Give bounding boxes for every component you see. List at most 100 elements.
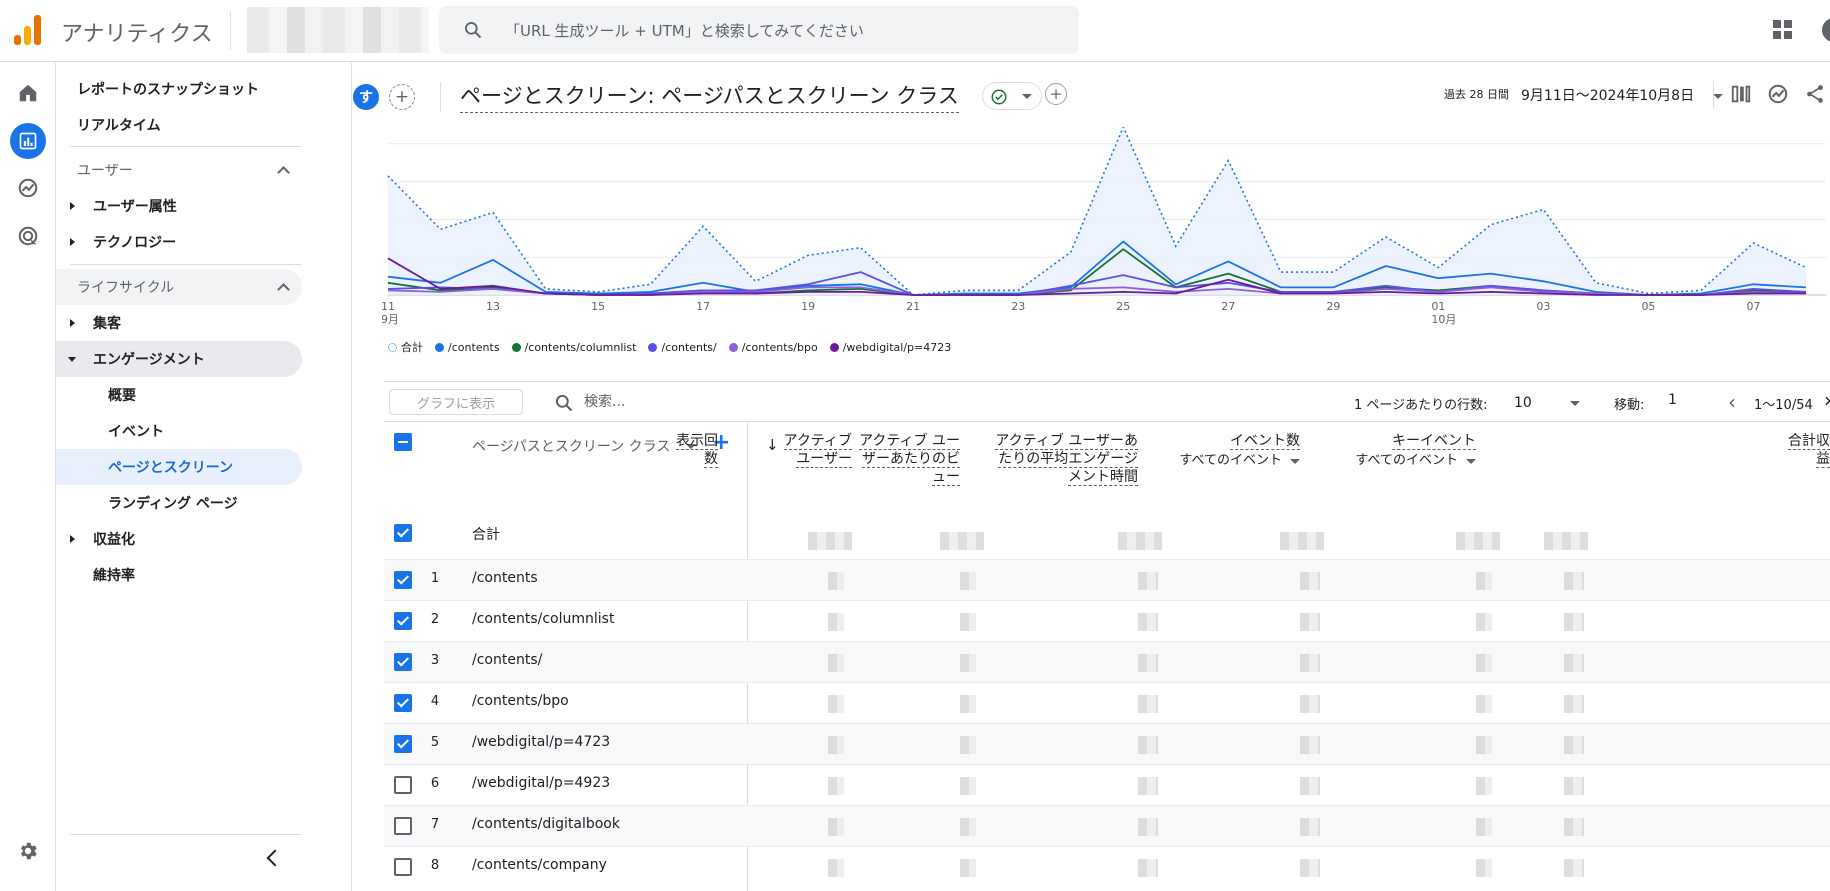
date-range-selector[interactable]: 9月11日～2024年10月8日 [1521, 85, 1723, 105]
goto-page-input[interactable]: 1 [1668, 392, 1677, 408]
total-row-checkbox[interactable] [394, 524, 412, 542]
nav-item-landing-page[interactable]: ランディング ページ [108, 496, 238, 512]
legend-swatch [388, 342, 397, 352]
add-comparison-button[interactable]: + [389, 84, 415, 110]
plot-rows-button[interactable]: グラフに表示 [389, 389, 523, 415]
metric-header[interactable]: 表示回数 [638, 432, 718, 468]
rows-per-page-label: 1 ページあたりの行数: [1354, 398, 1488, 413]
legend-item[interactable]: /contents/columnlist [511, 339, 636, 355]
gear-icon[interactable] [10, 833, 46, 869]
nav-item-pages-and-screens[interactable]: ページとスクリーン [56, 449, 302, 485]
dimension-cell [384, 805, 748, 846]
explore-icon[interactable] [10, 170, 46, 206]
row-checkbox[interactable] [394, 735, 412, 753]
row-page-path[interactable]: /contents/bpo [472, 693, 569, 709]
row-page-path[interactable]: /contents/ [472, 652, 543, 668]
home-icon[interactable] [10, 75, 46, 111]
metric-header[interactable]: キーイベント すべてのイベント [1326, 432, 1476, 470]
metric-value [1476, 572, 1492, 590]
nav-section-user[interactable]: ユーザー [56, 152, 302, 188]
metric-header[interactable]: イベント数 すべてのイベント [1150, 432, 1300, 470]
metric-value [1564, 777, 1584, 795]
row-checkbox[interactable] [394, 858, 412, 876]
nav-section-label: ライフサイクル [77, 280, 175, 296]
metric-value [960, 736, 976, 754]
row-page-path[interactable]: /contents/digitalbook [472, 816, 620, 832]
metric-value [1300, 613, 1320, 631]
metric-value [1564, 572, 1584, 590]
nav-item-overview[interactable]: 概要 [108, 388, 136, 404]
row-checkbox[interactable] [394, 776, 412, 794]
nav-item-events[interactable]: イベント [108, 424, 164, 440]
select-all-checkbox[interactable] [394, 433, 412, 451]
metric-header[interactable]: アクティブ ユーザー [752, 432, 852, 468]
account-selector[interactable] [247, 7, 429, 53]
collapse-nav-icon[interactable] [266, 849, 284, 867]
row-page-path[interactable]: /contents/company [472, 857, 607, 873]
previous-page-button[interactable]: ‹ [1728, 390, 1736, 414]
x-tick-label: 07 [1746, 300, 1760, 313]
dimension-column: ページパスとスクリーン クラス + 合計 1/contents 2/content… [384, 422, 748, 891]
advertising-icon[interactable] [10, 218, 46, 254]
row-checkbox[interactable] [394, 694, 412, 712]
row-checkbox[interactable] [394, 571, 412, 589]
nav-item-acquisition[interactable]: 集客 [56, 305, 302, 341]
metric-header[interactable]: アクティブ ユーザーあ たりの平均エンゲージ メント時間 [968, 432, 1138, 486]
event-filter-label[interactable]: すべてのイベント [1179, 453, 1282, 468]
search-input[interactable]: 「URL 生成ツール + UTM」と検索してみてください [505, 22, 864, 40]
row-checkbox[interactable] [394, 653, 412, 671]
row-checkbox[interactable] [394, 612, 412, 630]
nav-section-lifecycle[interactable]: ライフサイクル [56, 269, 302, 305]
nav-item-demographics[interactable]: ユーザー属性 [56, 188, 302, 224]
nav-item-retention[interactable]: 維持率 [93, 568, 135, 584]
top-app-bar: アナリティクス 「URL 生成ツール + UTM」と検索してみてください [0, 0, 1830, 62]
app-title[interactable]: アナリティクス [61, 22, 213, 47]
row-page-path[interactable]: /webdigital/p=4723 [472, 734, 611, 750]
metric-value [960, 777, 976, 795]
nav-item-monetization[interactable]: 収益化 [56, 521, 302, 557]
customize-report-icon[interactable] [1730, 83, 1754, 107]
row-page-path[interactable]: /webdigital/p=4923 [472, 775, 611, 791]
metric-value [1138, 777, 1158, 795]
metric-value [1280, 532, 1324, 550]
add-filter-button[interactable]: + [1045, 83, 1067, 105]
legend-item[interactable]: /contents/bpo [728, 339, 818, 355]
next-page-button[interactable]: › [1824, 390, 1830, 410]
comparison-chip[interactable]: す [353, 84, 379, 110]
apps-grid-icon[interactable] [1773, 20, 1793, 40]
metric-header-label: アクティブ ユー [859, 433, 960, 450]
divider [70, 834, 301, 835]
sort-descending-icon[interactable]: ↓ [766, 436, 779, 454]
nav-item-technology[interactable]: テクノロジー [56, 224, 302, 260]
dimension-header[interactable]: ページパスとスクリーン クラス [472, 439, 671, 455]
avatar[interactable] [1822, 18, 1830, 42]
legend-item[interactable]: 合計 [388, 339, 423, 355]
global-search-box[interactable]: 「URL 生成ツール + UTM」と検索してみてください [439, 6, 1079, 54]
legend-item[interactable]: /contents [435, 339, 500, 355]
share-icon[interactable] [1804, 83, 1828, 107]
rows-per-page-select[interactable]: 10 [1514, 392, 1580, 414]
table-search-input[interactable] [584, 391, 1084, 413]
insights-icon[interactable] [1767, 83, 1791, 107]
reports-icon[interactable] [10, 123, 46, 159]
chevron-down-icon[interactable] [1466, 458, 1476, 464]
row-page-path[interactable]: /contents/columnlist [472, 611, 615, 627]
report-status-chip[interactable] [982, 82, 1042, 110]
analytics-logo-icon[interactable] [14, 15, 42, 45]
legend-item[interactable]: /webdigital/p=4723 [829, 339, 951, 355]
row-checkbox[interactable] [394, 817, 412, 835]
date-comparison-label[interactable]: 過去 28 日間 [1444, 88, 1509, 101]
chevron-down-icon[interactable] [1290, 458, 1300, 464]
nav-item-engagement[interactable]: エンゲージメント [56, 341, 302, 377]
nav-item-snapshot[interactable]: レポートのスナップショット [77, 82, 259, 98]
x-tick-label: 27 [1221, 300, 1235, 313]
metric-header[interactable]: 合計収益 [1770, 432, 1830, 468]
legend-item[interactable]: /contents/ [648, 339, 717, 355]
event-filter-label[interactable]: すべてのイベント [1355, 453, 1458, 468]
nav-item-realtime[interactable]: リアルタイム [77, 118, 161, 134]
metric-value [1300, 736, 1320, 754]
chevron-down-icon[interactable] [686, 444, 696, 449]
add-dimension-button[interactable]: + [712, 430, 731, 455]
metric-header[interactable]: アクティブ ユー ザーあたりのビ ュー [830, 432, 960, 486]
row-page-path[interactable]: /contents [472, 570, 538, 586]
